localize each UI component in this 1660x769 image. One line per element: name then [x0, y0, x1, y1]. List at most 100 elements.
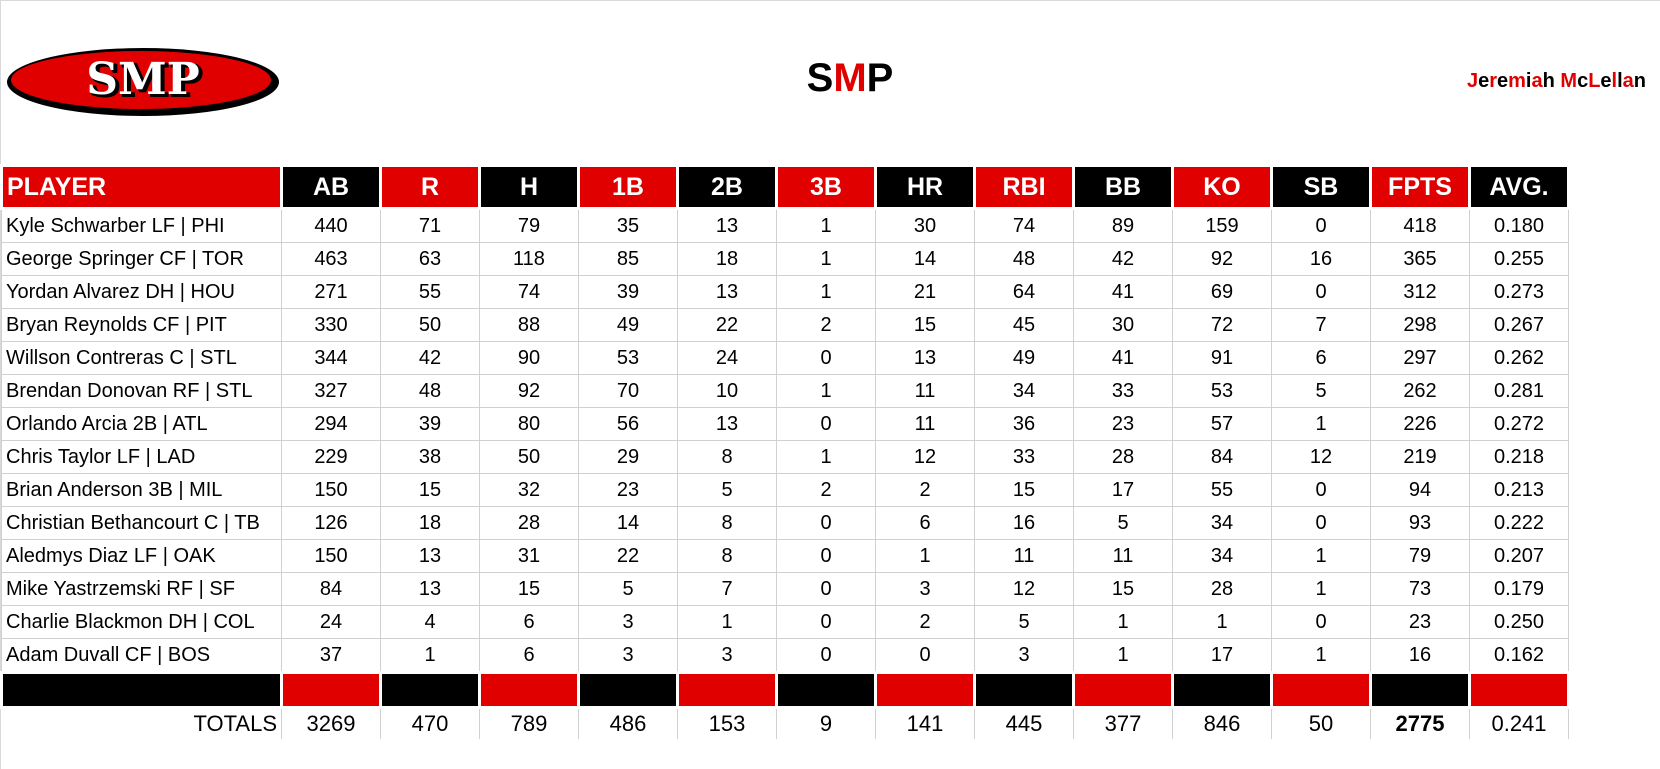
stat-cell-ko[interactable]: 17: [1172, 638, 1272, 673]
column-header-ab[interactable]: AB: [280, 164, 382, 210]
stat-cell-sb[interactable]: 1: [1271, 407, 1371, 441]
stat-cell-rbi[interactable]: 15: [974, 473, 1074, 507]
stat-cell-2b[interactable]: 5: [677, 473, 777, 507]
stat-cell-bb[interactable]: 30: [1073, 308, 1173, 342]
stat-cell-bb[interactable]: 41: [1073, 275, 1173, 309]
stat-cell-ab[interactable]: 344: [281, 341, 381, 375]
stat-cell-fpts[interactable]: 79: [1370, 539, 1470, 573]
stat-cell-h[interactable]: 74: [479, 275, 579, 309]
stat-cell-ko[interactable]: 84: [1172, 440, 1272, 474]
stat-cell-hr[interactable]: 2: [875, 605, 975, 639]
stat-cell-fpts[interactable]: 298: [1370, 308, 1470, 342]
stat-cell-r[interactable]: 48: [380, 374, 480, 408]
stat-cell-fpts[interactable]: 73: [1370, 572, 1470, 606]
stat-cell-avg[interactable]: 0.273: [1469, 275, 1569, 309]
stat-cell-sb[interactable]: 1: [1271, 638, 1371, 673]
stat-cell-ab[interactable]: 37: [281, 638, 381, 673]
stat-cell-avg[interactable]: 0.281: [1469, 374, 1569, 408]
stat-cell-h[interactable]: 92: [479, 374, 579, 408]
stat-cell-ko[interactable]: 28: [1172, 572, 1272, 606]
stat-cell-fpts[interactable]: 94: [1370, 473, 1470, 507]
player-name-cell[interactable]: Bryan Reynolds CF | PIT: [1, 308, 282, 342]
stat-cell-fpts[interactable]: 219: [1370, 440, 1470, 474]
stat-cell-ab[interactable]: 327: [281, 374, 381, 408]
stat-cell-2b[interactable]: 13: [677, 407, 777, 441]
stat-cell-2b[interactable]: 24: [677, 341, 777, 375]
stat-cell-2b[interactable]: 8: [677, 506, 777, 540]
stat-cell-ko[interactable]: 91: [1172, 341, 1272, 375]
stat-cell-3b[interactable]: 0: [776, 407, 876, 441]
stat-cell-sb[interactable]: 0: [1271, 473, 1371, 507]
stat-cell-ab[interactable]: 150: [281, 473, 381, 507]
player-name-cell[interactable]: Yordan Alvarez DH | HOU: [1, 275, 282, 309]
stat-cell-hr[interactable]: 15: [875, 308, 975, 342]
stat-cell-r[interactable]: 39: [380, 407, 480, 441]
stat-cell-hr[interactable]: 3: [875, 572, 975, 606]
stat-cell-ko[interactable]: 34: [1172, 506, 1272, 540]
total-2b[interactable]: 153: [677, 707, 777, 739]
stat-cell-avg[interactable]: 0.267: [1469, 308, 1569, 342]
stat-cell-ab[interactable]: 24: [281, 605, 381, 639]
stat-cell-ko[interactable]: 57: [1172, 407, 1272, 441]
stat-cell-1b[interactable]: 39: [578, 275, 678, 309]
stat-cell-3b[interactable]: 1: [776, 275, 876, 309]
stat-cell-bb[interactable]: 15: [1073, 572, 1173, 606]
stat-cell-ko[interactable]: 159: [1172, 208, 1272, 243]
total-sb[interactable]: 50: [1271, 707, 1371, 739]
stat-cell-sb[interactable]: 6: [1271, 341, 1371, 375]
stat-cell-ko[interactable]: 55: [1172, 473, 1272, 507]
stat-cell-1b[interactable]: 5: [578, 572, 678, 606]
player-name-cell[interactable]: Orlando Arcia 2B | ATL: [1, 407, 282, 441]
total-avg[interactable]: 0.241: [1469, 707, 1569, 739]
player-name-cell[interactable]: Chris Taylor LF | LAD: [1, 440, 282, 474]
stat-cell-ko[interactable]: 34: [1172, 539, 1272, 573]
stat-cell-h[interactable]: 15: [479, 572, 579, 606]
stat-cell-bb[interactable]: 1: [1073, 605, 1173, 639]
stat-cell-ab[interactable]: 440: [281, 208, 381, 243]
total-ko[interactable]: 846: [1172, 707, 1272, 739]
stat-cell-h[interactable]: 32: [479, 473, 579, 507]
column-header-3b[interactable]: 3B: [775, 164, 877, 210]
column-header-r[interactable]: R: [379, 164, 481, 210]
stat-cell-bb[interactable]: 11: [1073, 539, 1173, 573]
stat-cell-rbi[interactable]: 16: [974, 506, 1074, 540]
stat-cell-h[interactable]: 80: [479, 407, 579, 441]
stat-cell-rbi[interactable]: 45: [974, 308, 1074, 342]
stat-cell-ab[interactable]: 330: [281, 308, 381, 342]
stat-cell-bb[interactable]: 17: [1073, 473, 1173, 507]
stat-cell-h[interactable]: 50: [479, 440, 579, 474]
stat-cell-3b[interactable]: 1: [776, 440, 876, 474]
stat-cell-hr[interactable]: 30: [875, 208, 975, 243]
player-name-cell[interactable]: Mike Yastrzemski RF | SF: [1, 572, 282, 606]
player-name-cell[interactable]: Brian Anderson 3B | MIL: [1, 473, 282, 507]
stat-cell-fpts[interactable]: 365: [1370, 242, 1470, 276]
stat-cell-rbi[interactable]: 49: [974, 341, 1074, 375]
stat-cell-avg[interactable]: 0.272: [1469, 407, 1569, 441]
stat-cell-hr[interactable]: 21: [875, 275, 975, 309]
stat-cell-sb[interactable]: 0: [1271, 275, 1371, 309]
stat-cell-rbi[interactable]: 74: [974, 208, 1074, 243]
stat-cell-ko[interactable]: 69: [1172, 275, 1272, 309]
stat-cell-avg[interactable]: 0.180: [1469, 208, 1569, 243]
stat-cell-ab[interactable]: 126: [281, 506, 381, 540]
stat-cell-fpts[interactable]: 312: [1370, 275, 1470, 309]
stat-cell-1b[interactable]: 3: [578, 638, 678, 673]
stat-cell-r[interactable]: 1: [380, 638, 480, 673]
stat-cell-h[interactable]: 90: [479, 341, 579, 375]
stat-cell-h[interactable]: 31: [479, 539, 579, 573]
total-fpts[interactable]: 2775: [1370, 707, 1470, 739]
player-name-cell[interactable]: Charlie Blackmon DH | COL: [1, 605, 282, 639]
stat-cell-h[interactable]: 28: [479, 506, 579, 540]
total-h[interactable]: 789: [479, 707, 579, 739]
stat-cell-sb[interactable]: 12: [1271, 440, 1371, 474]
stat-cell-r[interactable]: 13: [380, 539, 480, 573]
stat-cell-bb[interactable]: 42: [1073, 242, 1173, 276]
stat-cell-fpts[interactable]: 23: [1370, 605, 1470, 639]
player-name-cell[interactable]: Christian Bethancourt C | TB: [1, 506, 282, 540]
stat-cell-rbi[interactable]: 11: [974, 539, 1074, 573]
stat-cell-avg[interactable]: 0.213: [1469, 473, 1569, 507]
stat-cell-avg[interactable]: 0.222: [1469, 506, 1569, 540]
stat-cell-r[interactable]: 50: [380, 308, 480, 342]
stat-cell-rbi[interactable]: 33: [974, 440, 1074, 474]
stat-cell-rbi[interactable]: 5: [974, 605, 1074, 639]
